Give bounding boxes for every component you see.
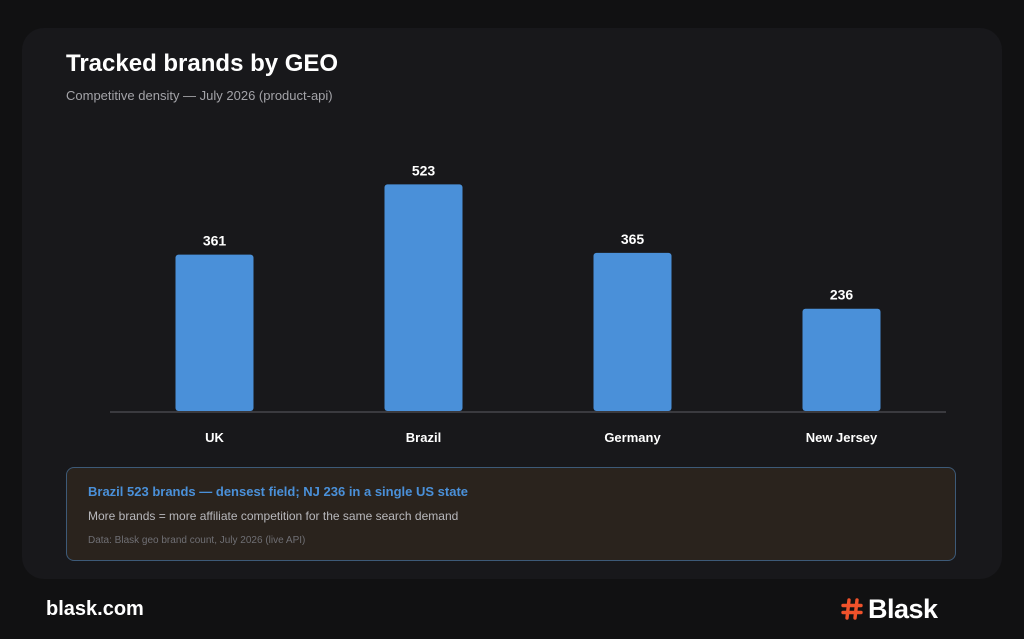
blask-logo: Blask <box>840 592 938 626</box>
bar-germany <box>593 252 672 411</box>
category-label: UK <box>205 430 224 445</box>
bar-new-jersey <box>802 308 881 411</box>
insight-headline: Brazil 523 brands — densest field; NJ 23… <box>88 484 469 499</box>
chart-subtitle: Competitive density — July 2026 (product… <box>66 88 333 103</box>
value-label: 365 <box>621 231 645 247</box>
bar-chart: 361 UK 523 Brazil 365 Germany 236 New Jersey <box>110 162 946 445</box>
footer-domain[interactable]: blask.com <box>46 598 144 620</box>
insight-body: More brands = more affiliate competition… <box>88 509 459 523</box>
bar-brazil <box>384 184 463 411</box>
value-label: 523 <box>412 162 436 178</box>
category-label: New Jersey <box>806 430 878 445</box>
chart-card: Tracked brands by GEO Competitive densit… <box>22 28 1002 579</box>
value-label: 236 <box>830 287 854 303</box>
chart-title: Tracked brands by GEO <box>66 50 339 77</box>
insight-box: Brazil 523 brands — densest field; NJ 23… <box>66 467 956 561</box>
category-label: Brazil <box>406 430 441 445</box>
logo-text: Blask <box>868 593 938 624</box>
value-label: 361 <box>203 233 227 249</box>
category-label: Germany <box>604 430 661 445</box>
hash-icon <box>841 598 863 620</box>
bar-uk <box>175 254 254 411</box>
data-source: Data: Blask geo brand count, July 2026 (… <box>88 535 306 546</box>
